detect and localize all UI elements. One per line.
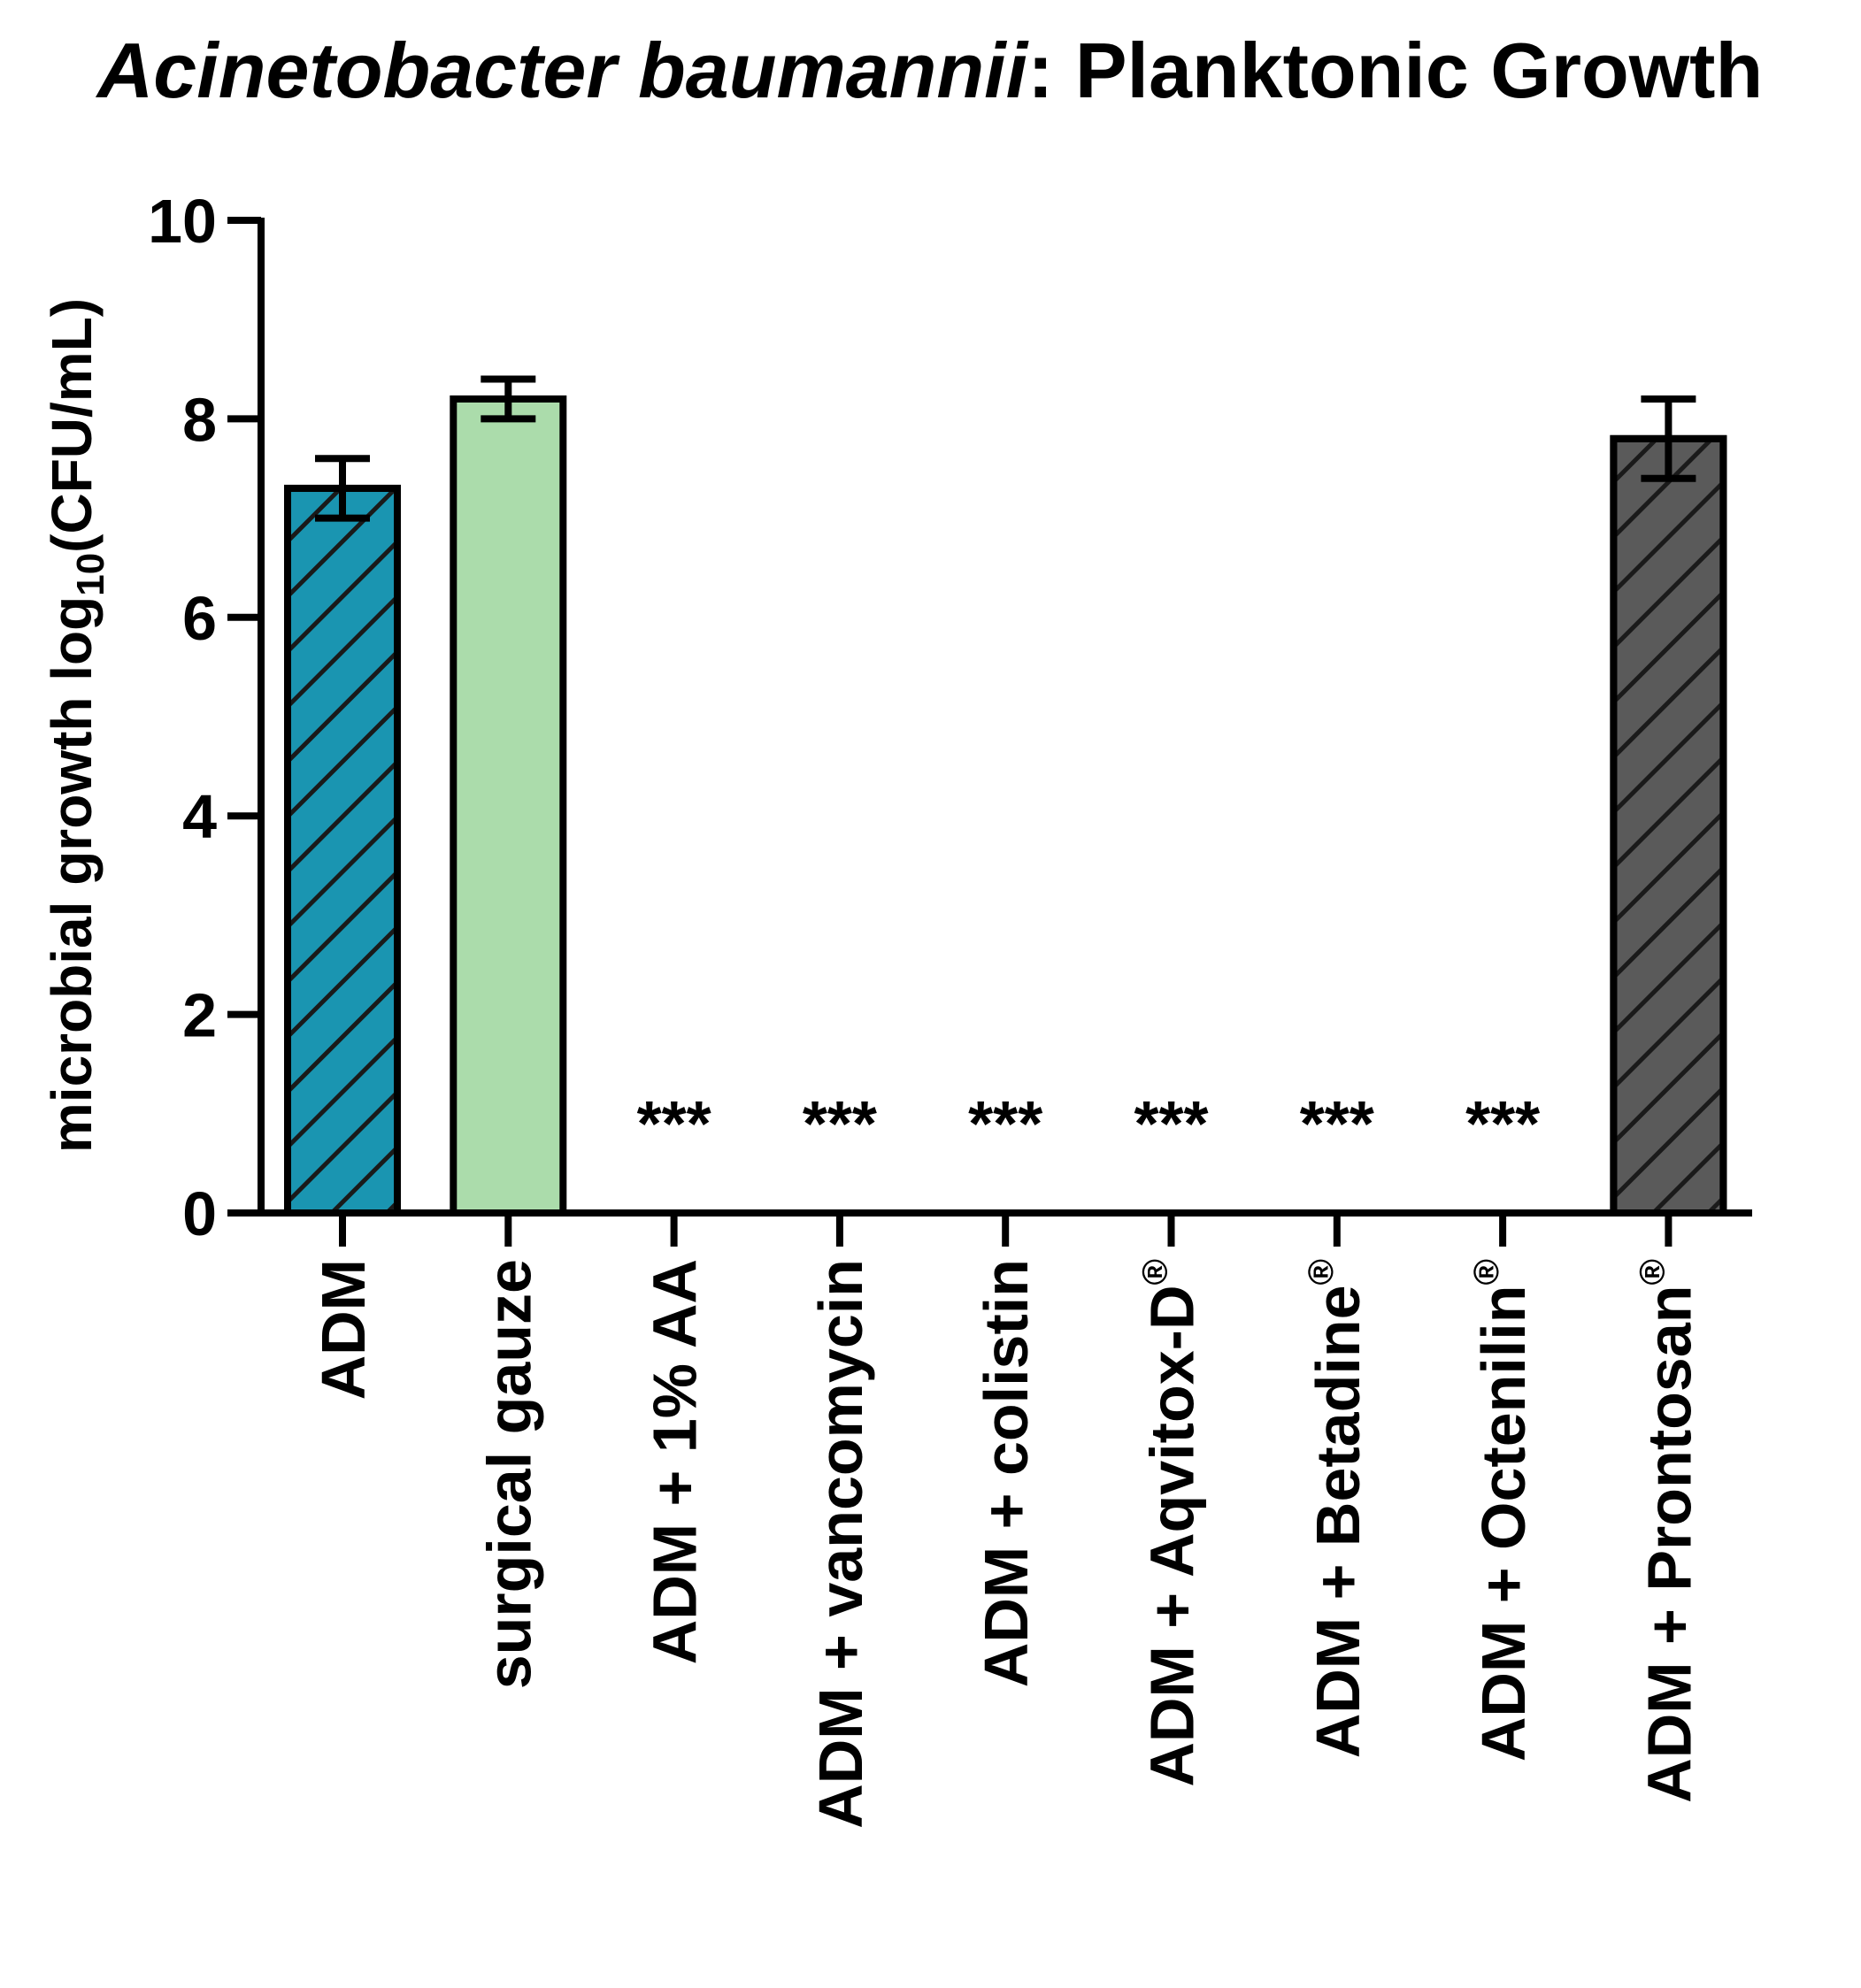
registered-mark: ®: [1136, 1259, 1175, 1285]
y-tick-label: 8: [182, 385, 217, 454]
x-tick-label: ADM + Octenilin®: [1467, 1259, 1538, 1762]
x-tick-label: ADM: [309, 1259, 378, 1400]
x-tick-label: surgical gauze: [474, 1259, 543, 1689]
registered-mark: ®: [1633, 1259, 1672, 1285]
x-axis: ADM surgical gauze ADM + 1% AA ADM + vancom…: [258, 1209, 1752, 1829]
y-axis-label: microbial growth log10(CFU/mL): [40, 298, 112, 1153]
x-tick-label: ADM + colistin: [972, 1259, 1041, 1687]
x-tick-label: ADM + Prontosan®: [1633, 1259, 1703, 1803]
x-tick-label: ADM + vancomycin: [806, 1259, 875, 1829]
significance-annotation: ***: [968, 1089, 1042, 1160]
y-tick-label: 4: [182, 782, 217, 851]
registered-mark: ®: [1467, 1259, 1506, 1285]
y-tick-label: 0: [182, 1179, 217, 1248]
x-tick-label: ADM + 1% AA: [641, 1259, 710, 1664]
bars: *** *** *** *** *** ***: [284, 375, 1727, 1217]
y-axis: 0 2 4 6 8 10: [148, 187, 265, 1248]
bar-hatch: [1617, 441, 1720, 1210]
bar-hatch: [291, 491, 394, 1209]
significance-annotation: ***: [1300, 1089, 1374, 1160]
significance-annotation: ***: [803, 1089, 877, 1160]
x-tick-label: ADM + Aqvitox-D®: [1136, 1259, 1207, 1787]
bar: [450, 395, 567, 1217]
registered-mark: ®: [1302, 1259, 1341, 1285]
x-tick-label: ADM + Betadine®: [1302, 1259, 1373, 1758]
y-tick-label: 6: [182, 584, 217, 653]
significance-annotation: ***: [637, 1089, 711, 1160]
significance-annotation: ***: [1465, 1089, 1540, 1160]
y-tick-label: 10: [148, 187, 217, 256]
significance-annotation: ***: [1134, 1089, 1208, 1160]
y-tick-label: 2: [182, 981, 217, 1050]
chart-title: Acinetobacter baumannii: Planktonic Grow…: [96, 27, 1763, 114]
